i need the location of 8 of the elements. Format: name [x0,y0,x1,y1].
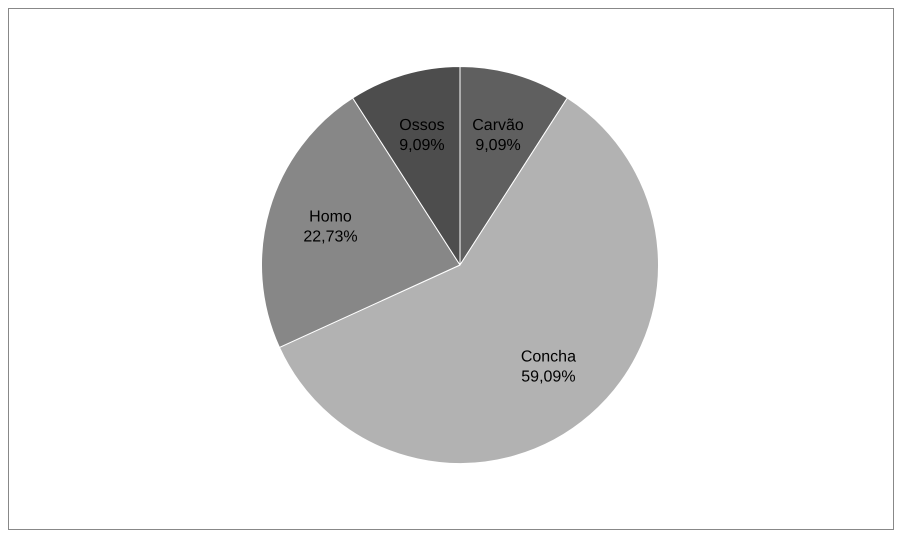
slice-label: Ossos [399,116,445,134]
data-label: 9,09% [475,136,521,154]
slice-label: Concha [520,348,576,366]
slice-label: Carvão [472,116,524,134]
data-label: 22,73% [303,228,358,246]
data-label: 9,09% [399,136,445,154]
slice-label: Homo [309,208,352,226]
data-label: 59,09% [521,368,576,386]
